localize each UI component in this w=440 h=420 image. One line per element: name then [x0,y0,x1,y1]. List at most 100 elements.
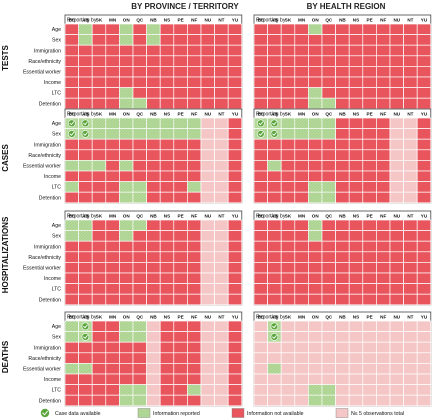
row-label: Essential worker [23,266,61,272]
cell-region-nt [403,66,418,78]
column-label: MN [298,314,306,319]
cell-region-pe [362,191,377,204]
cell-province-nb [146,320,161,332]
cell-province-nt [214,87,229,99]
cell-province-qc [132,272,147,284]
cell-province-mn [105,331,120,343]
reporting-by-label: Reporting by: [256,314,287,320]
cell-region-bc [253,384,268,396]
cell-province-sk [91,352,107,364]
cell-region-ab [267,240,282,253]
cell-region-ns [348,149,364,161]
cell-region-sk [280,341,296,354]
cell-province-nt [214,170,229,182]
cell-region-ab [267,76,282,88]
cell-region-nu [389,219,404,231]
cell-region-on [308,293,323,306]
cell-province-ns [159,219,175,231]
cell-region-bc [253,66,268,78]
cell-province-pe [173,23,188,35]
cell-province-nf [187,293,202,306]
column-label: NU [393,314,400,319]
column-label: ON [312,111,320,116]
cell-province-yu [227,55,243,67]
cell-province-pe [173,160,188,172]
column-label: NU [204,111,211,116]
legend-item: Case data available [40,408,101,418]
cell-province-pe [173,352,188,364]
cell-province-yu [227,384,243,396]
column-label: YU [421,314,428,319]
cell-province-bc [64,170,79,182]
cell-province-nt [214,384,229,396]
cell-region-nu [389,170,404,182]
column-label: PE [367,213,373,218]
column-label: MN [109,314,117,319]
cell-region-on [308,240,323,253]
cell-region-nt [403,170,418,182]
cell-province-nt [214,331,229,343]
cell-province-pe [173,149,188,161]
cell-region-bc [253,363,268,375]
cell-region-pe [362,293,377,306]
row-label: Income [44,174,61,180]
cell-region-pe [362,384,377,396]
cell-region-bc [253,138,268,151]
cell-province-nu [200,128,215,140]
cell-region-yu [416,117,432,129]
row-label: Essential worker [23,164,61,170]
cell-region-yu [416,363,432,375]
cell-region-yu [416,320,432,332]
column-label: QC [325,314,333,319]
cell-province-nb [146,394,161,407]
cell-province-mn [105,341,120,354]
cell-province-yu [227,66,243,78]
cell-province-mn [105,34,120,46]
cell-region-ns [348,331,364,343]
column-label: NB [150,111,157,116]
cell-province-bc [64,373,79,385]
cell-province-nb [146,363,161,375]
column-label: QC [136,314,144,319]
panel-tests: TESTS Age Sex Immigration Race/ethnicity Esse… [1,14,432,110]
cell-region-nb [335,240,350,253]
cell-region-on [308,34,323,46]
cell-region-bc [253,331,268,343]
cell-region-nu [389,320,404,332]
cell-region-nu [389,76,404,88]
cell-province-mn [105,230,120,242]
cell-province-nb [146,272,161,284]
cell-region-sk [280,373,296,385]
cell-province-nu [200,283,215,295]
cell-province-sk [91,363,107,375]
cell-province-ns [159,138,175,151]
cell-province-on [119,262,134,274]
cell-region-on [308,283,323,295]
cell-region-nu [389,352,404,364]
cell-province-yu [227,97,243,110]
cell-region-sk [280,331,296,343]
cell-province-sk [91,219,107,231]
cell-region-nb [335,230,350,242]
cell-region-pe [362,251,377,263]
panel-title: DEATHS [1,340,10,373]
cell-region-nu [389,44,404,57]
cell-region-ab [267,272,282,284]
column-label: QC [325,17,333,22]
cell-region-nf [376,373,391,385]
cell-region-bc [253,160,268,172]
column-label: AB [271,17,278,22]
cell-region-bc [253,181,268,193]
cell-region-sk [280,149,296,161]
cell-region-nt [403,149,418,161]
cell-region-nb [335,87,350,99]
cell-province-nu [200,149,215,161]
cell-province-sk [91,55,107,67]
cell-region-ns [348,272,364,284]
column-label: ON [123,17,131,22]
cell-province-on [119,373,134,385]
cell-region-ab [267,97,282,110]
cell-region-nb [335,352,350,364]
column-label: YU [421,17,428,22]
cell-region-ns [348,363,364,375]
